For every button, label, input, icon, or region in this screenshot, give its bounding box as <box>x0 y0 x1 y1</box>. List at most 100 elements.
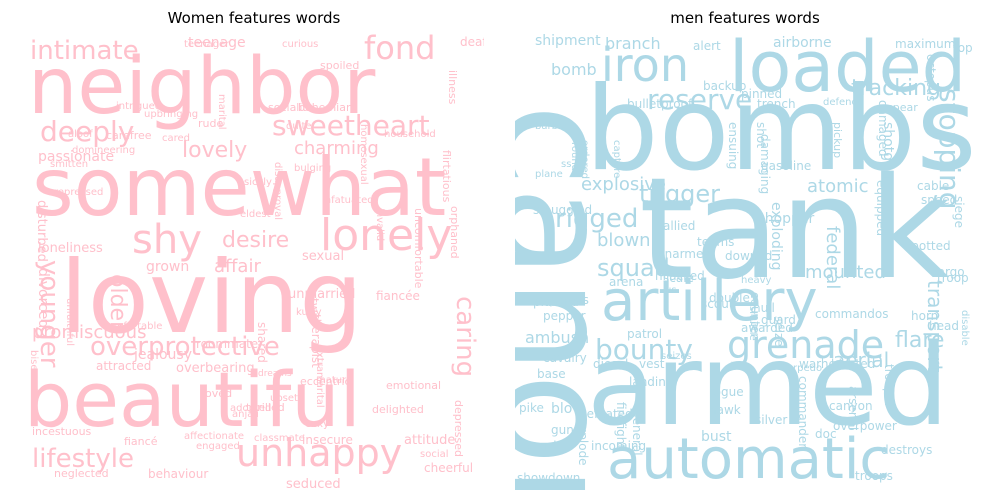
cloud-word: bomb <box>551 60 597 79</box>
cloud-word: eccentric <box>300 375 351 388</box>
cloud-word: explode <box>576 418 590 466</box>
cloud-word: cheerful <box>424 461 474 475</box>
cloud-word: behaviour <box>148 467 209 481</box>
cloud-word: affectionate <box>184 431 245 442</box>
cloud-word: promiscuous <box>32 322 147 343</box>
cloud-word: awarded <box>741 321 793 335</box>
cloud-word: capture <box>611 140 622 179</box>
cloud-word: attitude <box>404 433 456 448</box>
cloud-word: trigger <box>639 180 721 208</box>
cloud-word: rogue <box>709 385 744 399</box>
cloud-word: tracking <box>851 76 942 101</box>
cloud-word: deeply <box>40 115 135 148</box>
cloud-word: eldest <box>240 209 271 220</box>
cloud-word: spotted <box>905 239 951 253</box>
cloud-word: silver <box>755 413 788 427</box>
cloud-word: anjali <box>232 409 259 420</box>
cloud-word: torpedo <box>783 363 823 374</box>
cloud-word: unarmed <box>657 247 711 261</box>
cloud-word: household <box>384 129 436 140</box>
cloud-word: pike <box>519 401 544 415</box>
cloud-word: pepper <box>543 309 586 323</box>
cloud-word: landing <box>629 375 674 389</box>
cloud-word: divorced <box>35 268 51 329</box>
cloud-word: alert <box>693 39 721 53</box>
cloud-word: scout <box>701 297 734 311</box>
cloud-word: invalid <box>374 208 385 242</box>
cloud-word: engaged <box>196 441 240 452</box>
cloud-word: gasoline <box>761 159 812 173</box>
cloud-word: social <box>420 449 449 460</box>
cloud-word: sexy <box>306 419 330 430</box>
cloud-word: troops <box>855 469 893 483</box>
cloud-word: squad <box>597 254 670 282</box>
cloud-word: lonely <box>320 210 453 261</box>
cloud-word: extramarital <box>314 346 325 408</box>
cloud-word: defeated <box>579 407 633 421</box>
cloud-word: speed <box>921 193 958 207</box>
cloud-word: iron <box>601 38 689 92</box>
cloud-word: carefree <box>106 129 152 142</box>
cloud-word: blasted <box>831 357 876 371</box>
cloud-word: roommate <box>196 337 259 351</box>
cloud-word: seduced <box>286 477 341 490</box>
cloud-word: hijacked <box>655 269 705 283</box>
cloud-word: equipped <box>874 180 888 237</box>
cloud-word: grown <box>146 259 190 275</box>
cloud-word: infatuated <box>322 195 374 206</box>
cloud-word: disable <box>959 310 970 346</box>
cloud-word: disapproval <box>272 162 283 220</box>
cloud-word: double <box>709 291 750 305</box>
cloud-word: quite <box>286 121 312 132</box>
cloud-word: planted <box>533 295 579 309</box>
cloud-word: explodes <box>535 293 589 307</box>
cloud-word: kutty <box>296 307 322 318</box>
cloud-word: upsets <box>270 393 304 404</box>
cloud-word: branch <box>605 34 661 53</box>
cloud-word: bust <box>701 429 732 445</box>
cloud-word: charming <box>294 138 379 159</box>
cloud-word: seizes <box>661 351 692 362</box>
cloud-word: loved <box>202 387 233 400</box>
cloud-word: canyon <box>829 399 873 413</box>
cloud-word: round <box>569 142 580 172</box>
cloud-word: thrilled <box>246 401 285 414</box>
cloud-word: airborne <box>773 35 832 51</box>
cloud-word: loaded <box>729 30 967 108</box>
cloud-word: pickup <box>831 122 844 159</box>
cloud-word: cavalry <box>543 351 587 365</box>
cloud-word: orphaned <box>448 206 461 259</box>
cloud-word: warhead <box>799 357 851 371</box>
cloud-word: showdown <box>517 471 581 485</box>
cloud-word: hull <box>753 301 775 315</box>
cloud-word: aloof <box>68 129 93 140</box>
cloud-word: bounty <box>595 333 693 366</box>
cloud-word: destroys <box>881 443 933 457</box>
cloud-word: octopus <box>924 54 938 102</box>
cloud-word: curious <box>282 39 319 50</box>
cloud-word: somewhat <box>32 141 447 234</box>
cloud-word: jealousy <box>134 347 192 363</box>
cloud-word: ss <box>561 159 572 170</box>
cloud-word: domineering <box>72 145 136 156</box>
cloud-word: teenager <box>184 39 230 50</box>
cloud-word: teams <box>697 235 735 249</box>
cloud-word: shy <box>132 217 202 263</box>
cloud-word: troop <box>937 271 969 285</box>
cloud-word: overbearing <box>176 361 255 376</box>
cloud-word: rude <box>198 117 224 130</box>
men-cloud-title: men features words <box>670 9 820 27</box>
cloud-word: loving <box>60 239 363 356</box>
cloud-word: dreams <box>258 369 292 379</box>
cloud-word: homosexual <box>358 124 369 185</box>
cloud-word: us <box>665 285 677 296</box>
cloud-word: barbed <box>535 121 571 132</box>
cloud-word: mature <box>316 375 353 386</box>
cloud-word: gun <box>551 423 574 437</box>
cloud-word: doc <box>815 427 837 441</box>
cloud-word: shipment <box>535 33 601 49</box>
cloud-word: grenade <box>727 323 885 367</box>
cloud-word: neighbor <box>28 42 376 132</box>
cloud-word: head <box>929 319 959 333</box>
cloud-word: ordered <box>579 140 590 179</box>
